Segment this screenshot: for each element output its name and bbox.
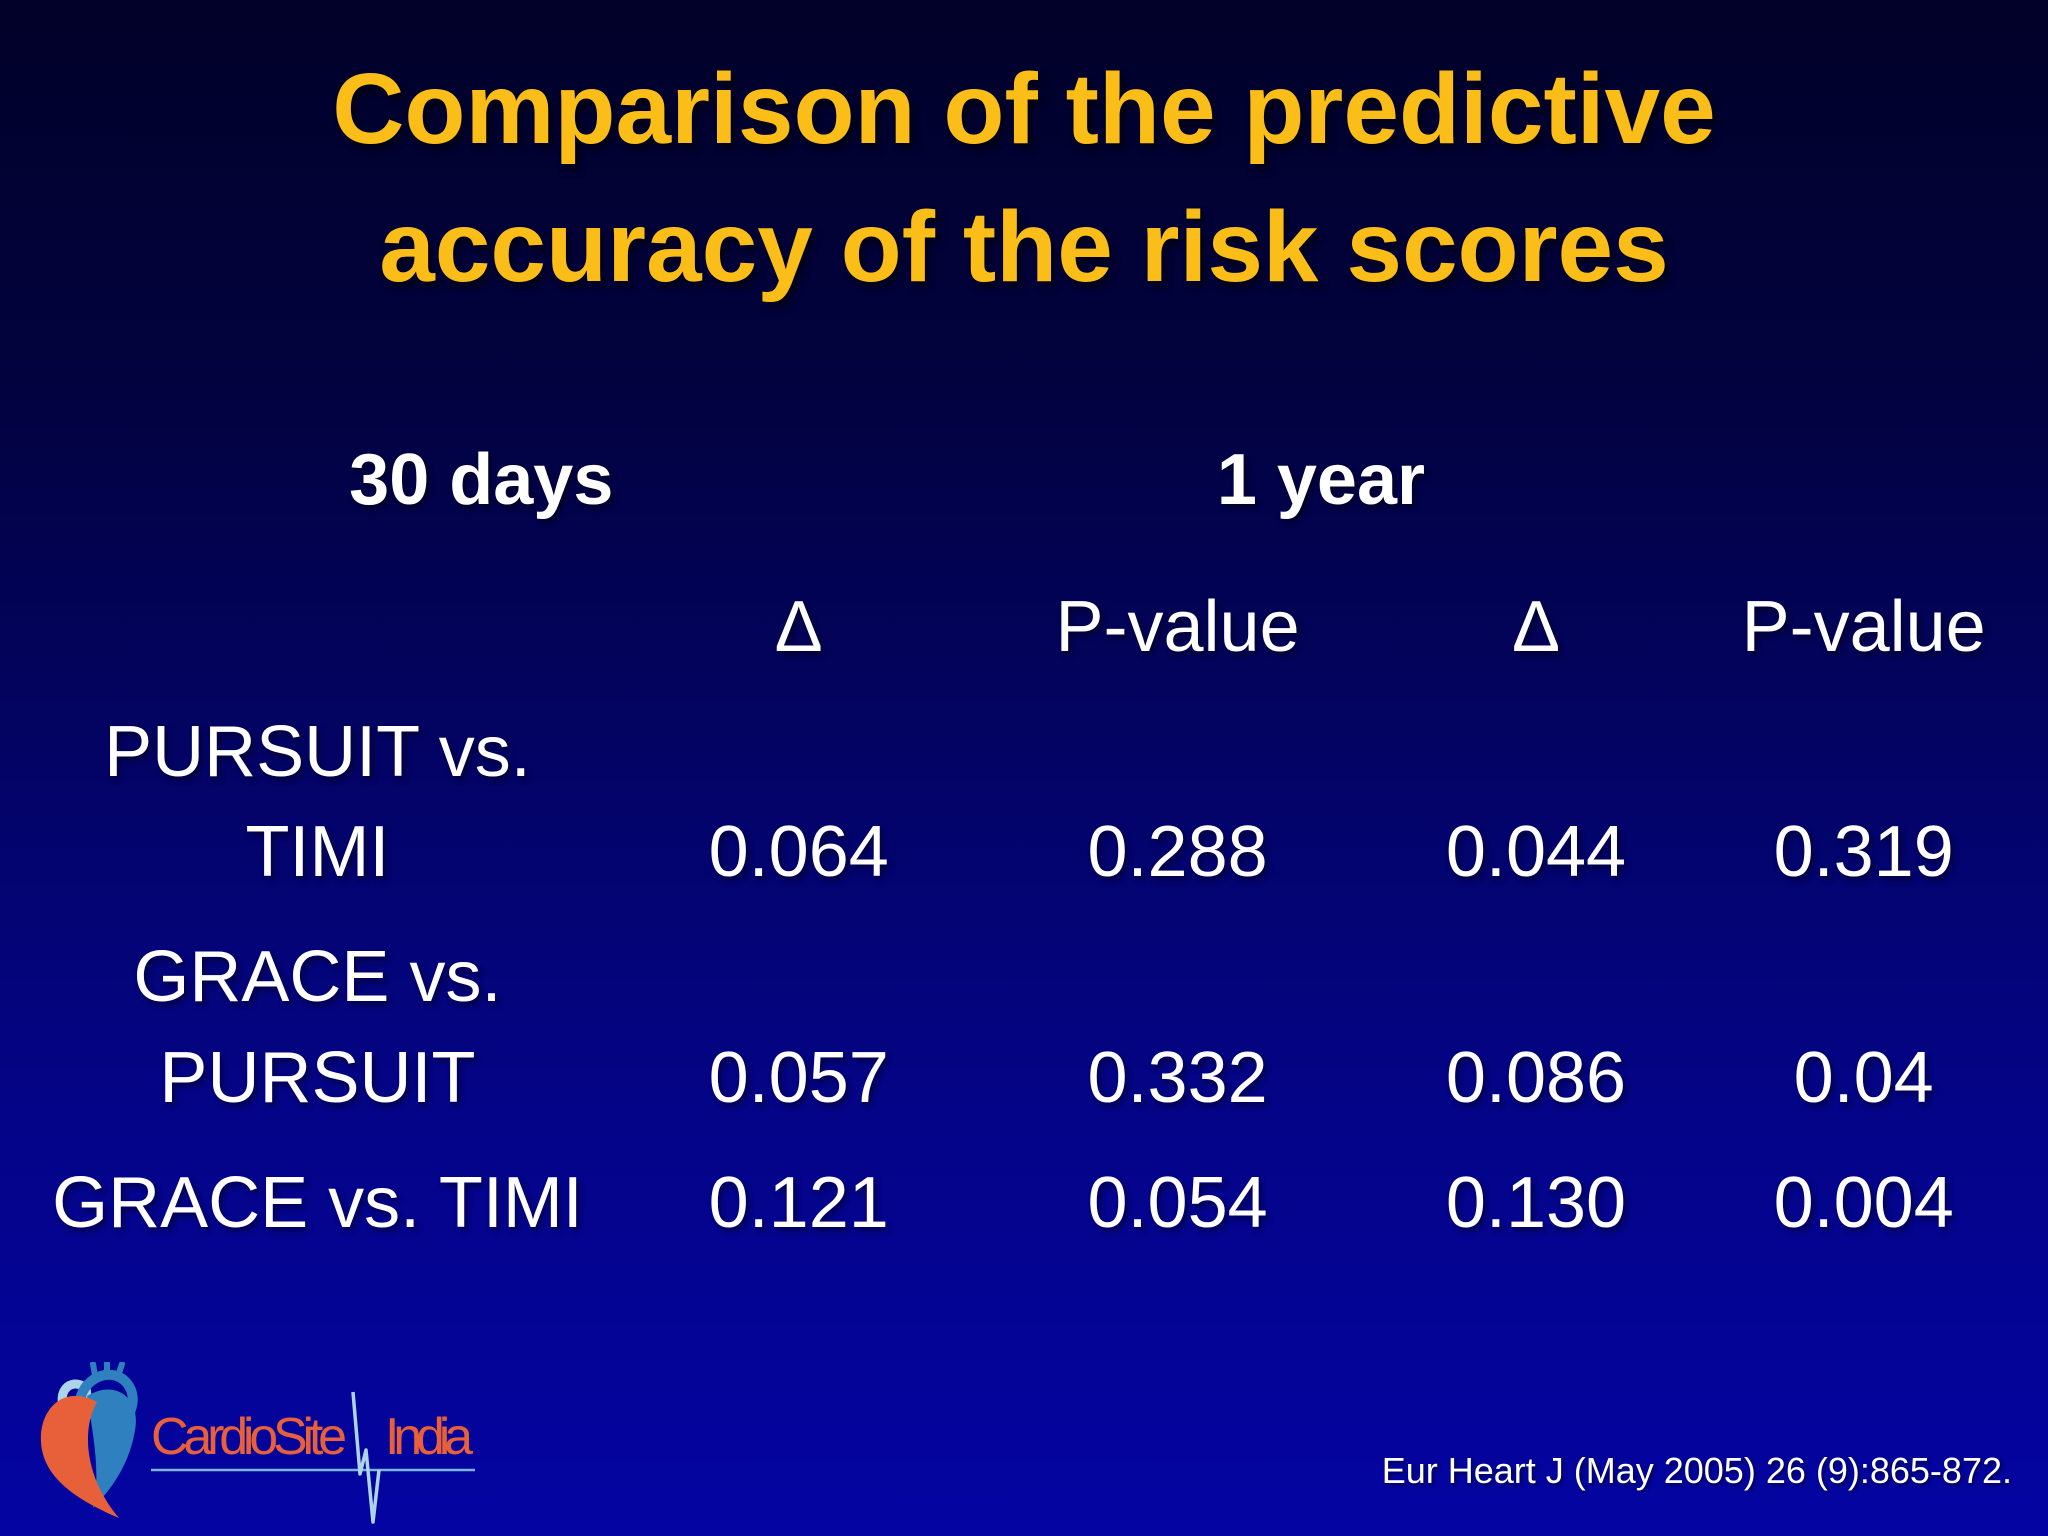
value-cell: 0.04 xyxy=(1793,1037,1934,1118)
table-row-grace-vs-pursuit: GRACE vs. PURSUIT 0.057 0.332 0.086 0.04 xyxy=(0,927,2048,1129)
group-header-30-days: 30 days xyxy=(349,440,614,520)
row-label-line2: TIMI xyxy=(245,812,390,893)
table-column-header-row: Δ P-value Δ P-value xyxy=(0,577,2048,678)
group-header-1-year: 1 year xyxy=(1216,440,1426,520)
row-label: PURSUIT vs. TIMI xyxy=(0,702,635,904)
value-cell: 0.086 xyxy=(1445,1037,1627,1118)
row-label: GRACE vs. TIMI xyxy=(0,1153,635,1254)
cardiosite-heart-icon xyxy=(40,1359,138,1518)
slide-title-line2: accuracy of the risk scores xyxy=(379,191,1669,303)
col-header-delta-30d: Δ xyxy=(774,586,823,667)
value-cell: 0.332 xyxy=(1087,1037,1268,1118)
risk-score-table: 30 days 1 year Δ P-value Δ P-value PURSU… xyxy=(0,430,2048,1254)
heart-orange-swoosh-shape xyxy=(40,1395,120,1518)
row-label: GRACE vs. PURSUIT xyxy=(0,927,635,1129)
table-row-grace-vs-timi: GRACE vs. TIMI 0.121 0.054 0.130 0.004 xyxy=(0,1153,2048,1254)
value-cell: 0.288 xyxy=(1087,812,1268,893)
slide-title-line1: Comparison of the predictive xyxy=(332,53,1716,165)
value-cell: 0.044 xyxy=(1445,812,1627,893)
col-header-delta-1y: Δ xyxy=(1511,586,1561,667)
row-label-line2: PURSUIT xyxy=(159,1037,476,1118)
value-cell: 0.004 xyxy=(1773,1162,1954,1243)
logo-text-india: India xyxy=(385,1408,473,1466)
value-cell: 0.319 xyxy=(1773,812,1954,893)
col-header-pvalue-30d: P-value xyxy=(1055,586,1300,667)
ecg-trace-icon xyxy=(351,1391,381,1524)
aorta-branches-shape xyxy=(90,1359,125,1378)
row-label-line1: PURSUIT vs. xyxy=(104,711,531,792)
value-cell: 0.064 xyxy=(708,812,889,893)
row-label-line1: GRACE vs. xyxy=(133,937,502,1018)
cardiosite-india-logo: CardioSite India xyxy=(35,1359,485,1534)
value-cell: 0.057 xyxy=(708,1037,889,1118)
value-cell: 0.054 xyxy=(1087,1162,1268,1243)
heart-right-lobe-shape xyxy=(87,1389,136,1508)
value-cell: 0.121 xyxy=(708,1162,889,1243)
table-row-pursuit-vs-timi: PURSUIT vs. TIMI 0.064 0.288 0.044 0.319 xyxy=(0,702,2048,904)
citation: Eur Heart J (May 2005) 26 (9):865-872. xyxy=(1381,1450,2012,1491)
slide-title: Comparison of the predictive accuracy of… xyxy=(0,40,2048,316)
col-header-pvalue-1y: P-value xyxy=(1741,586,1986,667)
value-cell: 0.130 xyxy=(1445,1162,1627,1243)
logo-text-cardiosite: CardioSite xyxy=(151,1408,347,1466)
table-group-header-row: 30 days 1 year xyxy=(0,430,2048,531)
row-label-line1: GRACE vs. TIMI xyxy=(52,1162,583,1243)
